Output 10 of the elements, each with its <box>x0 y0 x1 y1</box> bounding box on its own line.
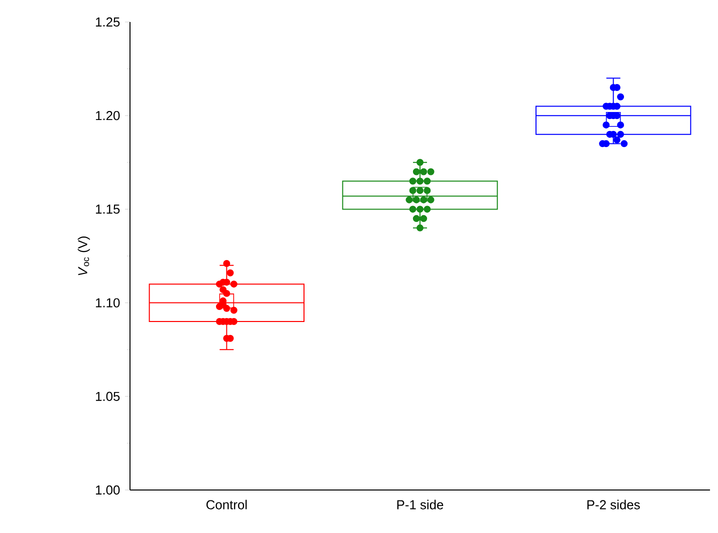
y-tick-label: 1.10 <box>96 298 120 308</box>
x-tick-label: P-1 side <box>397 500 444 510</box>
y-tick-label: 1.15 <box>96 204 120 214</box>
y-axis-title: V$_{oc}$ (V) <box>78 236 90 276</box>
y-tick-label: 1.20 <box>96 111 120 120</box>
y-tick-label: 1.00 <box>96 485 120 495</box>
y-tick-label: 1.25 <box>96 17 120 27</box>
y-tick-label: 1.05 <box>96 392 120 401</box>
x-tick-label: Control <box>206 500 247 510</box>
x-tick-label: P-2 sides <box>587 500 640 510</box>
